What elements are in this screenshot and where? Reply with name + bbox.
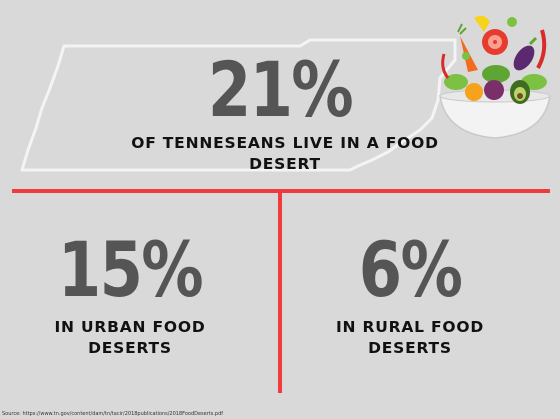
salad-bowl-icon [439,15,551,139]
rural-caption-line-1: IN RURAL FOOD [335,318,485,336]
source-citation: Source: https://www.tn.gov/content/dam/t… [2,411,224,417]
headline-percentage: 21% [207,45,354,134]
headline-caption-line-2: DESERT [249,155,321,173]
rural-caption: IN RURAL FOOD DESERTS [305,317,515,359]
rural-percentage: 6% [358,225,463,314]
urban-caption-line-1: IN URBAN FOOD [54,318,206,336]
vertical-divider [278,191,282,393]
urban-caption: IN URBAN FOOD DESERTS [20,317,240,359]
urban-percentage: 15% [57,225,204,314]
headline-caption: OF TENNESEANS LIVE IN A FOOD DESERT [90,133,480,175]
headline-caption-line-1: OF TENNESEANS LIVE IN A FOOD [131,134,439,152]
tennessee-outline-icon [20,38,457,172]
rural-caption-line-2: DESERTS [368,339,452,357]
urban-caption-line-2: DESERTS [88,339,172,357]
